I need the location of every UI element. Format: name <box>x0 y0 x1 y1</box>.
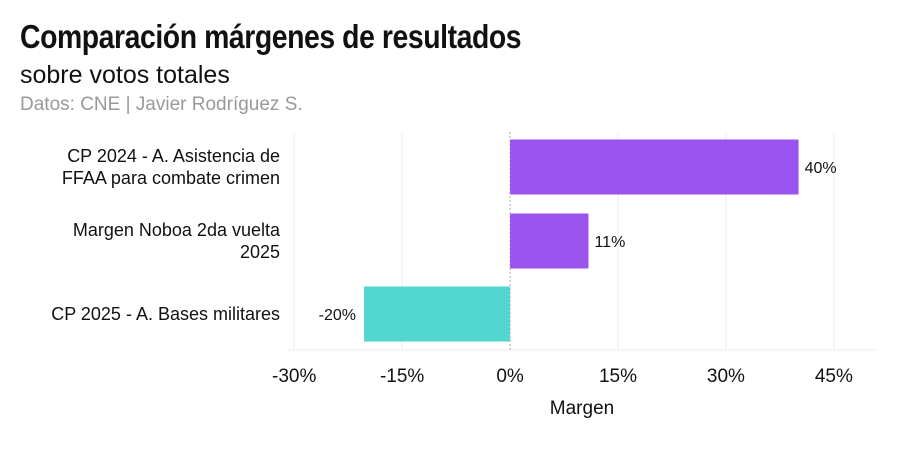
bar <box>510 213 589 269</box>
x-tick-label: -15% <box>380 366 424 387</box>
y-tick-label: CP 2024 - A. Asistencia de <box>67 146 280 166</box>
data-label: 11% <box>594 234 625 251</box>
chart-subtitle: sobre votos totales <box>20 61 230 89</box>
x-tick-label: 30% <box>707 366 745 387</box>
y-tick-label: 2025 <box>240 242 280 262</box>
chart-title: Comparación márgenes de resultados <box>20 18 522 55</box>
chart-caption: Datos: CNE | Javier Rodríguez S. <box>20 94 303 115</box>
data-label: 40% <box>805 160 837 177</box>
bar <box>363 286 511 342</box>
data-label: -20% <box>319 307 356 324</box>
y-tick-label: Margen Noboa 2da vuelta <box>73 220 281 240</box>
x-tick-label: 0% <box>496 366 524 387</box>
bar <box>510 139 799 195</box>
x-tick-label: 45% <box>815 366 853 387</box>
x-tick-label: 15% <box>599 366 637 387</box>
y-tick-label: CP 2025 - A. Bases militares <box>51 304 280 324</box>
x-axis-title: Margen <box>550 398 614 419</box>
y-tick-label: FFAA para combate crimen <box>62 168 280 188</box>
x-tick-label: -30% <box>272 366 316 387</box>
